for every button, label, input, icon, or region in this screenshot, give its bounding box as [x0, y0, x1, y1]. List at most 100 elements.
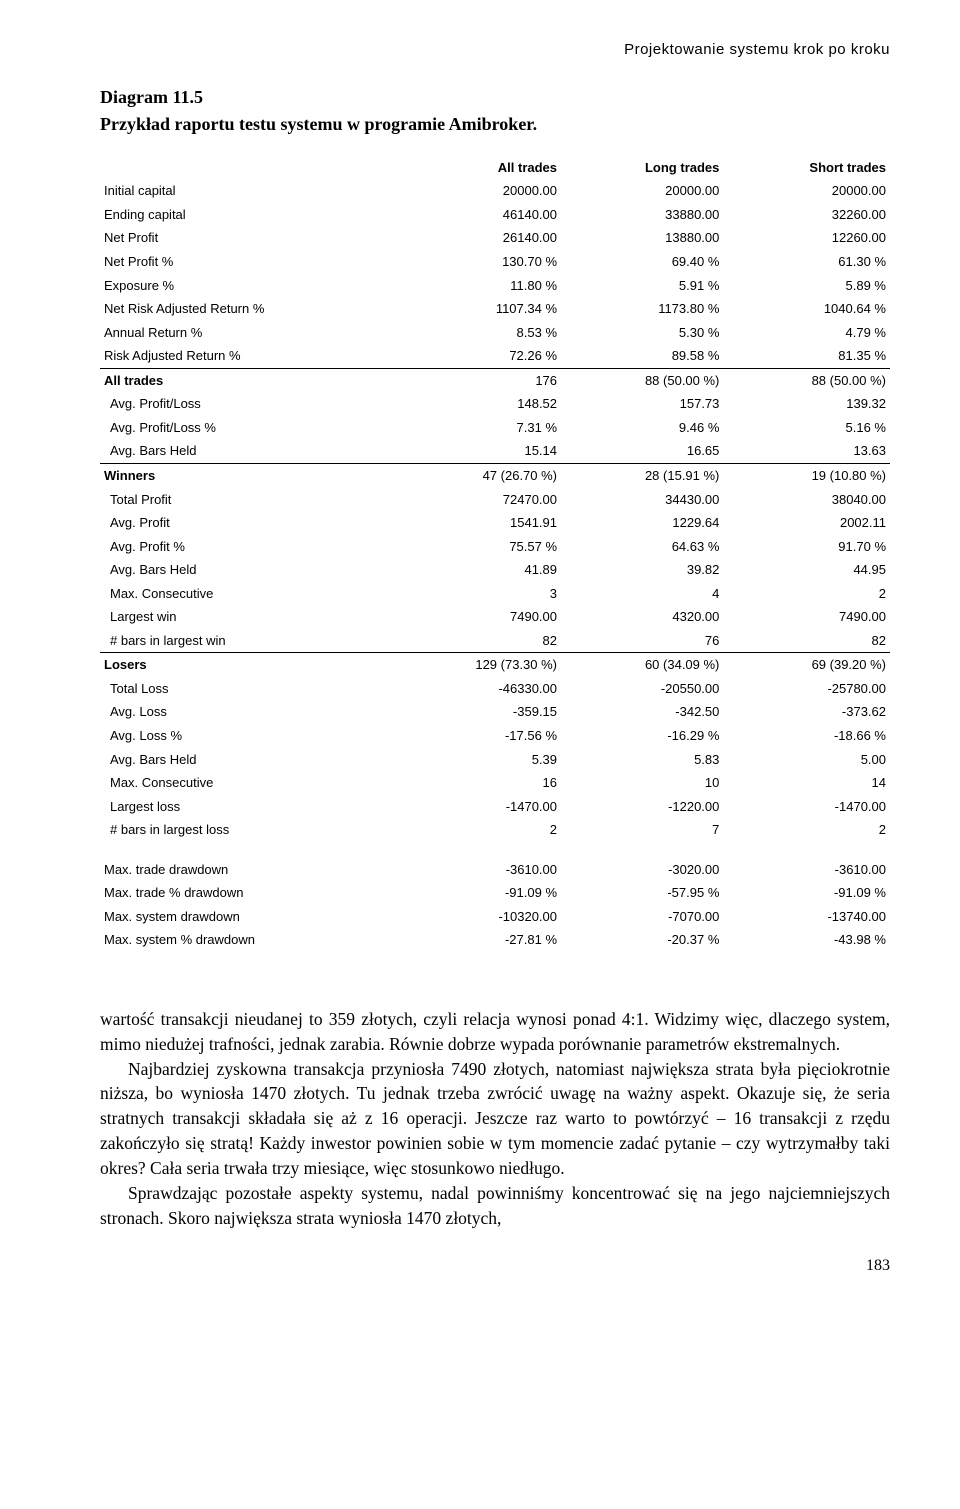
cell-value: 1541.91 — [384, 511, 561, 535]
cell-value: -27.81 % — [384, 928, 561, 952]
row-label: Net Profit % — [100, 250, 384, 274]
cell-value: 1229.64 — [561, 511, 723, 535]
cell-value: 38040.00 — [723, 488, 890, 512]
cell-value: 75.57 % — [384, 535, 561, 559]
table-row: Total Loss-46330.00-20550.00-25780.00 — [100, 677, 890, 701]
table-row: Avg. Bars Held41.8939.8244.95 — [100, 558, 890, 582]
cell-value: -57.95 % — [561, 881, 723, 905]
cell-value: -16.29 % — [561, 724, 723, 748]
cell-value: -46330.00 — [384, 677, 561, 701]
cell-value: 16 — [384, 771, 561, 795]
row-label: Largest loss — [100, 795, 384, 819]
table-row: Avg. Loss %-17.56 %-16.29 %-18.66 % — [100, 724, 890, 748]
row-label: All trades — [100, 368, 384, 392]
table-header-row: All trades Long trades Short trades — [100, 156, 890, 180]
cell-value: -13740.00 — [723, 905, 890, 929]
cell-value: 13880.00 — [561, 226, 723, 250]
table-row: Exposure %11.80 %5.91 %5.89 % — [100, 274, 890, 298]
cell-value: -359.15 — [384, 700, 561, 724]
figure-label: Diagram 11.5 — [100, 85, 890, 109]
cell-value: 11.80 % — [384, 274, 561, 298]
row-label: Max. trade drawdown — [100, 858, 384, 882]
cell-value: 44.95 — [723, 558, 890, 582]
table-row: # bars in largest loss272 — [100, 818, 890, 842]
row-label: Largest win — [100, 605, 384, 629]
table-row: Avg. Profit1541.911229.642002.11 — [100, 511, 890, 535]
cell-value: 8.53 % — [384, 321, 561, 345]
cell-value: 88 (50.00 %) — [723, 368, 890, 392]
cell-value: 4320.00 — [561, 605, 723, 629]
row-label: Avg. Bars Held — [100, 439, 384, 463]
cell-value: 61.30 % — [723, 250, 890, 274]
row-label: Losers — [100, 653, 384, 677]
table-row: Largest loss-1470.00-1220.00-1470.00 — [100, 795, 890, 819]
cell-value: 20000.00 — [561, 179, 723, 203]
cell-value: 41.89 — [384, 558, 561, 582]
cell-value: 34430.00 — [561, 488, 723, 512]
cell-value: 72470.00 — [384, 488, 561, 512]
cell-value: 7.31 % — [384, 416, 561, 440]
cell-value: 26140.00 — [384, 226, 561, 250]
cell-value: 81.35 % — [723, 344, 890, 368]
cell-value: 5.30 % — [561, 321, 723, 345]
cell-value: 130.70 % — [384, 250, 561, 274]
cell-value: -7070.00 — [561, 905, 723, 929]
cell-value: 91.70 % — [723, 535, 890, 559]
cell-value: 13.63 — [723, 439, 890, 463]
cell-value: 1173.80 % — [561, 297, 723, 321]
col-header — [100, 156, 384, 180]
cell-value: 9.46 % — [561, 416, 723, 440]
table-row: Avg. Loss-359.15-342.50-373.62 — [100, 700, 890, 724]
cell-value: -43.98 % — [723, 928, 890, 952]
cell-value: -3610.00 — [723, 858, 890, 882]
table-row: Annual Return %8.53 %5.30 %4.79 % — [100, 321, 890, 345]
cell-value: 69 (39.20 %) — [723, 653, 890, 677]
cell-value: 19 (10.80 %) — [723, 463, 890, 487]
row-label: Total Loss — [100, 677, 384, 701]
row-label: Avg. Profit % — [100, 535, 384, 559]
cell-value: 20000.00 — [723, 179, 890, 203]
table-row: Winners47 (26.70 %)28 (15.91 %)19 (10.80… — [100, 463, 890, 487]
cell-value: 5.39 — [384, 748, 561, 772]
paragraph: wartość transakcji nieudanej to 359 złot… — [100, 1007, 890, 1057]
table-row: Total Profit72470.0034430.0038040.00 — [100, 488, 890, 512]
cell-value: 2 — [384, 818, 561, 842]
cell-value: -18.66 % — [723, 724, 890, 748]
cell-value: 82 — [723, 629, 890, 653]
row-label: Exposure % — [100, 274, 384, 298]
cell-value: -3020.00 — [561, 858, 723, 882]
row-label: Net Profit — [100, 226, 384, 250]
cell-value: 16.65 — [561, 439, 723, 463]
row-label: Total Profit — [100, 488, 384, 512]
cell-value: 47 (26.70 %) — [384, 463, 561, 487]
cell-value: 176 — [384, 368, 561, 392]
cell-value: 72.26 % — [384, 344, 561, 368]
row-label: Avg. Bars Held — [100, 748, 384, 772]
table-row: Avg. Profit/Loss %7.31 %9.46 %5.16 % — [100, 416, 890, 440]
table-row: Avg. Bars Held5.395.835.00 — [100, 748, 890, 772]
row-label: Max. trade % drawdown — [100, 881, 384, 905]
row-label: Initial capital — [100, 179, 384, 203]
row-label: Max. system % drawdown — [100, 928, 384, 952]
row-label: Avg. Profit/Loss % — [100, 416, 384, 440]
table-row: Max. trade % drawdown-91.09 %-57.95 %-91… — [100, 881, 890, 905]
row-label: Avg. Profit/Loss — [100, 392, 384, 416]
cell-value: 5.16 % — [723, 416, 890, 440]
cell-value: -1470.00 — [384, 795, 561, 819]
cell-value: 33880.00 — [561, 203, 723, 227]
cell-value: 69.40 % — [561, 250, 723, 274]
cell-value: 12260.00 — [723, 226, 890, 250]
col-header: Long trades — [561, 156, 723, 180]
cell-value: -20.37 % — [561, 928, 723, 952]
cell-value: 148.52 — [384, 392, 561, 416]
row-label: Max. Consecutive — [100, 771, 384, 795]
cell-value: 28 (15.91 %) — [561, 463, 723, 487]
row-label: # bars in largest win — [100, 629, 384, 653]
table-row: Max. Consecutive342 — [100, 582, 890, 606]
cell-value: 7490.00 — [723, 605, 890, 629]
row-label: Ending capital — [100, 203, 384, 227]
cell-value: 7490.00 — [384, 605, 561, 629]
row-label: Winners — [100, 463, 384, 487]
cell-value: 4 — [561, 582, 723, 606]
cell-value: 82 — [384, 629, 561, 653]
